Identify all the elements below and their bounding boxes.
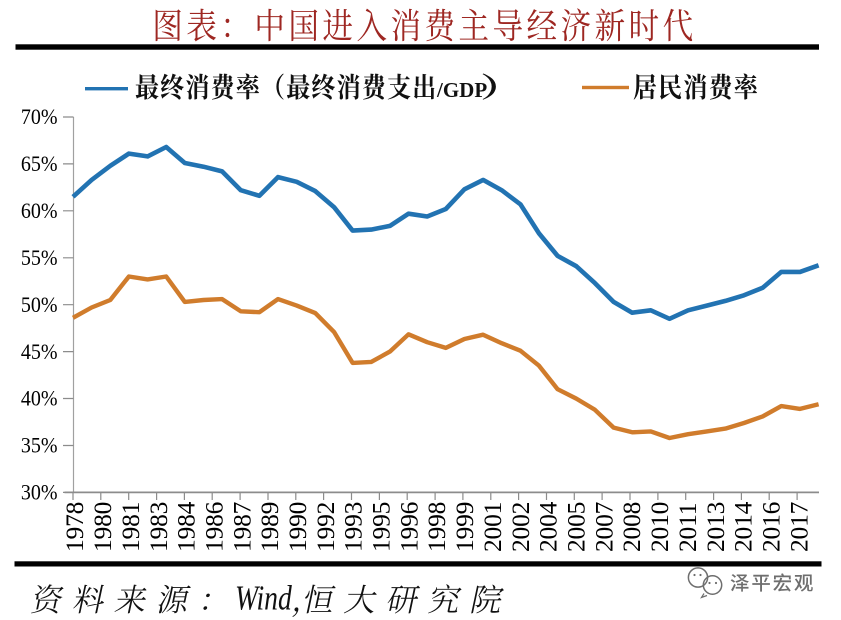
svg-text:2017: 2017 bbox=[784, 501, 813, 552]
svg-text:1983: 1983 bbox=[144, 502, 173, 552]
svg-text:2016: 2016 bbox=[757, 502, 786, 552]
svg-text:2013: 2013 bbox=[701, 502, 730, 552]
svg-text:1992: 1992 bbox=[311, 502, 340, 552]
svg-text:1996: 1996 bbox=[394, 502, 423, 552]
svg-text:1999: 1999 bbox=[450, 502, 479, 552]
svg-text:1990: 1990 bbox=[283, 502, 312, 552]
svg-text:1984: 1984 bbox=[172, 501, 201, 552]
svg-text:55%: 55% bbox=[21, 245, 58, 270]
svg-text:2004: 2004 bbox=[534, 501, 563, 552]
svg-text:65%: 65% bbox=[21, 151, 58, 176]
svg-text:2007: 2007 bbox=[589, 501, 618, 552]
svg-text:1987: 1987 bbox=[227, 501, 256, 552]
svg-text:2011: 2011 bbox=[673, 503, 702, 552]
svg-text:1978: 1978 bbox=[60, 502, 89, 552]
svg-text:30%: 30% bbox=[21, 480, 58, 505]
svg-text:1993: 1993 bbox=[339, 502, 368, 552]
svg-text:1980: 1980 bbox=[88, 502, 117, 552]
svg-text:1989: 1989 bbox=[255, 502, 284, 552]
svg-text:2010: 2010 bbox=[645, 502, 674, 552]
svg-text:50%: 50% bbox=[21, 292, 58, 317]
svg-text:2005: 2005 bbox=[562, 502, 591, 552]
svg-text:2014: 2014 bbox=[729, 501, 758, 552]
svg-text:/GDP: /GDP bbox=[436, 78, 487, 102]
svg-text:60%: 60% bbox=[21, 198, 58, 223]
svg-text:2008: 2008 bbox=[617, 502, 646, 552]
svg-text:35%: 35% bbox=[21, 433, 58, 458]
svg-text:2001: 2001 bbox=[478, 502, 507, 552]
svg-text:70%: 70% bbox=[21, 104, 58, 129]
svg-text:45%: 45% bbox=[21, 339, 58, 364]
svg-text:1998: 1998 bbox=[422, 502, 451, 552]
svg-text:2002: 2002 bbox=[506, 502, 535, 552]
svg-text:1981: 1981 bbox=[116, 502, 145, 552]
svg-text:1995: 1995 bbox=[367, 502, 396, 552]
svg-text:Wind: Wind bbox=[235, 578, 292, 617]
svg-text:1986: 1986 bbox=[199, 502, 228, 552]
svg-text:40%: 40% bbox=[21, 386, 58, 411]
